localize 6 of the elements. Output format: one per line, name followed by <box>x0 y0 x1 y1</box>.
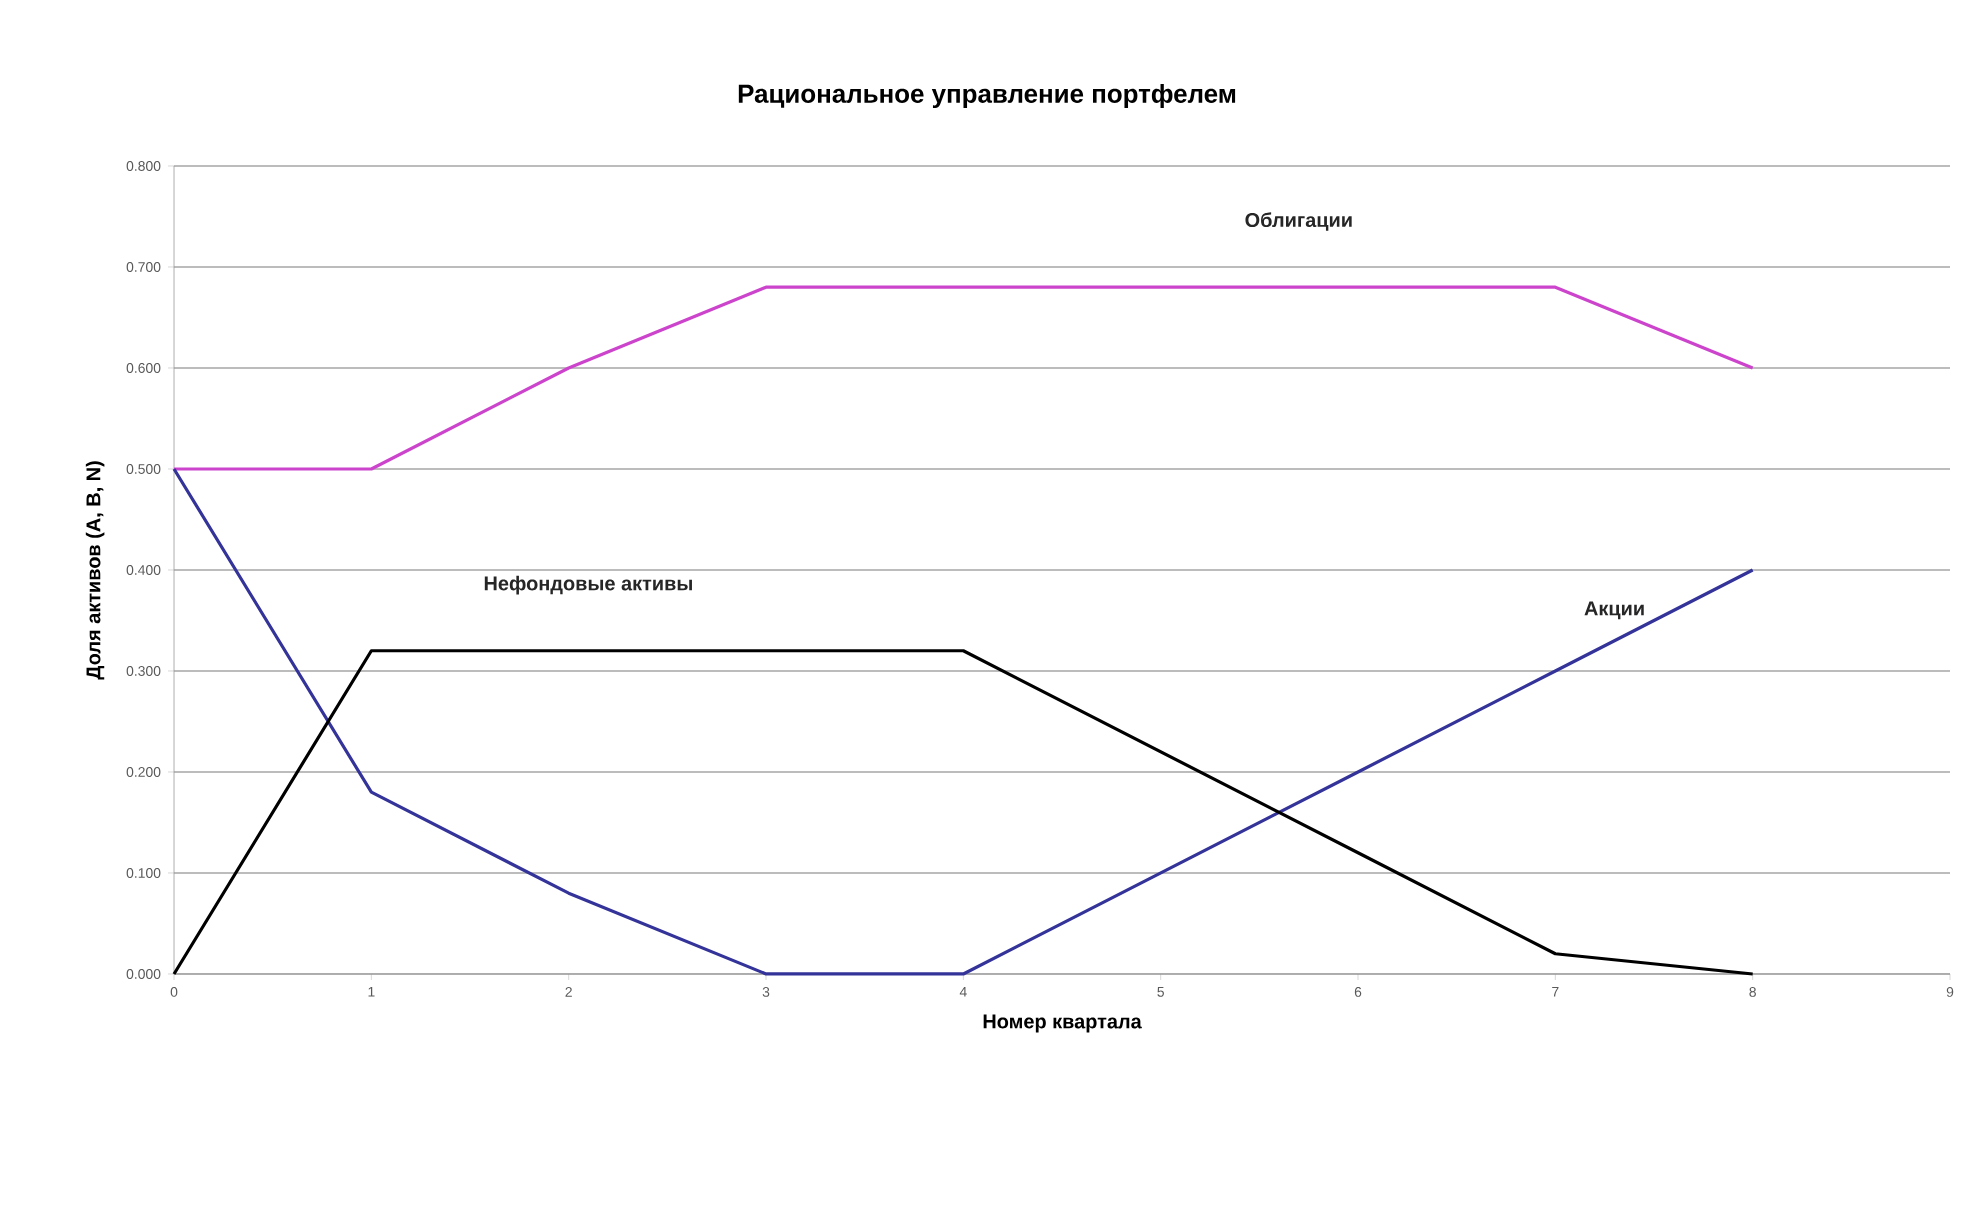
text: Облигации <box>1245 212 1352 231</box>
chart-title: Рациональное управление портфелем <box>738 83 1236 109</box>
text: Нефондовые активы <box>484 575 692 595</box>
x-axis-title: Номер квартала <box>983 1014 1142 1033</box>
series-label: Акции <box>1584 601 1644 620</box>
y-axis-title: Доля активов (A, B, N) <box>85 461 105 680</box>
